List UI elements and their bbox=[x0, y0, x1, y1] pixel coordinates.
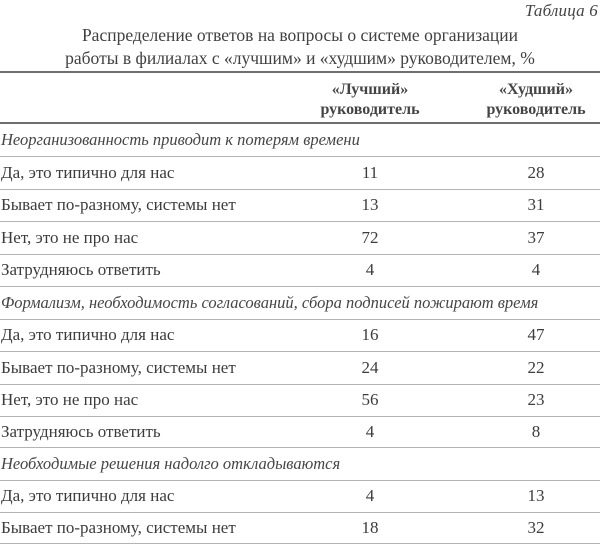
table-row: Бывает по-разному, системы нет 18 32 bbox=[0, 512, 600, 544]
section-title: Формализм, необходимость согласований, с… bbox=[1, 293, 539, 312]
section-title: Необходимые решения надолго откладываютс… bbox=[1, 454, 341, 473]
column-header-worst-line1: «Худший» bbox=[499, 81, 573, 98]
column-header-best-line1: «Лучший» bbox=[331, 81, 409, 98]
worst-value: 4 bbox=[531, 260, 541, 279]
best-value: 11 bbox=[361, 163, 379, 182]
column-header-worst: «Худший» руководитель bbox=[451, 80, 600, 120]
header-top-rule bbox=[0, 71, 600, 73]
table-row: Затрудняюсь ответить 4 4 bbox=[0, 254, 600, 286]
best-value: 72 bbox=[361, 228, 379, 247]
section-header: Формализм, необходимость согласований, с… bbox=[0, 287, 600, 319]
row-divider bbox=[0, 254, 600, 255]
best-value: 4 bbox=[365, 422, 375, 441]
row-divider bbox=[0, 286, 600, 287]
table-row: Нет, это не про нас 72 37 bbox=[0, 222, 600, 254]
worst-value: 32 bbox=[527, 518, 545, 537]
row-label: Да, это типично для нас bbox=[1, 325, 175, 344]
table-number-label: Таблица 6 bbox=[524, 1, 598, 20]
table-row: Затрудняюсь ответить 4 8 bbox=[0, 416, 600, 448]
row-divider bbox=[0, 384, 600, 385]
column-header-best: «Лучший» руководитель bbox=[285, 80, 455, 120]
worst-value: 13 bbox=[527, 486, 545, 505]
worst-value: 22 bbox=[527, 358, 545, 377]
table-row: Да, это типично для нас 4 13 bbox=[0, 480, 600, 512]
best-value: 4 bbox=[365, 260, 375, 279]
caption-line-2: работы в филиалах с «лучшим» и «худшим» … bbox=[65, 48, 535, 68]
column-header-best-line2: руководитель bbox=[320, 101, 420, 118]
row-label: Бывает по-разному, системы нет bbox=[1, 518, 236, 537]
worst-value: 47 bbox=[527, 325, 545, 344]
table-row: Нет, это не про нас 56 23 bbox=[0, 384, 600, 416]
row-divider bbox=[0, 416, 600, 417]
header-bottom-rule bbox=[0, 122, 600, 124]
row-label: Затрудняюсь ответить bbox=[1, 260, 161, 279]
row-divider bbox=[0, 447, 600, 448]
worst-value: 8 bbox=[531, 422, 541, 441]
table-row: Да, это типично для нас 16 47 bbox=[0, 319, 600, 351]
row-label: Нет, это не про нас bbox=[1, 390, 139, 409]
worst-value: 31 bbox=[527, 195, 545, 214]
row-divider bbox=[0, 351, 600, 352]
section-header: Неорганизованность приводит к потерям вр… bbox=[0, 124, 600, 156]
best-value: 18 bbox=[361, 518, 379, 537]
section-title: Неорганизованность приводит к потерям вр… bbox=[1, 130, 360, 149]
best-value: 16 bbox=[361, 325, 379, 344]
table-row: Бывает по-разному, системы нет 13 31 bbox=[0, 189, 600, 221]
worst-value: 37 bbox=[527, 228, 545, 247]
row-label: Нет, это не про нас bbox=[1, 228, 139, 247]
table-row: Бывает по-разному, системы нет 24 22 bbox=[0, 352, 600, 384]
row-label: Бывает по-разному, системы нет bbox=[1, 195, 236, 214]
row-divider bbox=[0, 512, 600, 513]
best-value: 13 bbox=[361, 195, 379, 214]
row-divider bbox=[0, 156, 600, 157]
row-label: Да, это типично для нас bbox=[1, 163, 175, 182]
row-divider bbox=[0, 480, 600, 481]
worst-value: 28 bbox=[527, 163, 545, 182]
worst-value: 23 bbox=[527, 390, 545, 409]
row-label: Да, это типично для нас bbox=[1, 486, 175, 505]
row-divider bbox=[0, 189, 600, 190]
row-divider bbox=[0, 221, 600, 222]
caption-line-1: Распределение ответов на вопросы о систе… bbox=[81, 25, 519, 45]
row-label: Затрудняюсь ответить bbox=[1, 422, 161, 441]
column-header-worst-line2: руководитель bbox=[486, 101, 586, 118]
section-header: Необходимые решения надолго откладываютс… bbox=[0, 448, 600, 480]
table-row: Да, это типично для нас 11 28 bbox=[0, 157, 600, 189]
best-value: 24 bbox=[361, 358, 379, 377]
best-value: 56 bbox=[361, 390, 379, 409]
table-caption: Распределение ответов на вопросы о систе… bbox=[0, 24, 600, 70]
row-divider bbox=[0, 319, 600, 320]
row-label: Бывает по-разному, системы нет bbox=[1, 358, 236, 377]
best-value: 4 bbox=[365, 486, 375, 505]
